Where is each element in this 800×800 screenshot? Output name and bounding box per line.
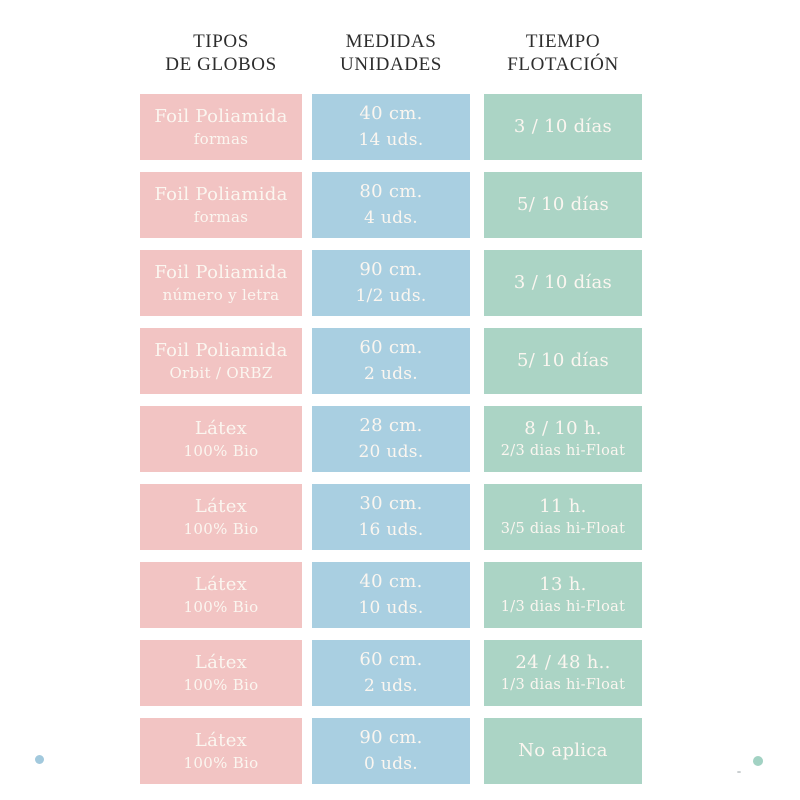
header-tiempo-flotacion: TIEMPO FLOTACIÓN xyxy=(484,30,642,76)
medida-sub: 14 uds. xyxy=(358,130,424,150)
tipo-main: Látex xyxy=(194,651,248,673)
tipo-sub: 100% Bio xyxy=(183,441,259,460)
medida-sub: 2 uds. xyxy=(364,676,418,696)
cell-tiempo: 3 / 10 días xyxy=(484,94,642,160)
tiempo-sub: 1/3 dias hi-Float xyxy=(500,598,626,615)
tiempo-main: No aplica xyxy=(518,740,608,761)
tipo-main: Foil Poliamida xyxy=(154,339,288,361)
tipo-main: Látex xyxy=(194,729,248,751)
cell-tipo: Látex 100% Bio xyxy=(140,640,302,706)
tipo-sub: formas xyxy=(193,129,249,148)
tiempo-main: 24 / 48 h.. xyxy=(515,651,611,673)
tipo-main: Látex xyxy=(194,417,248,439)
medida-sub: 1/2 uds. xyxy=(355,286,427,306)
cell-medida: 90 cm. 1/2 uds. xyxy=(312,250,470,316)
medida-main: 60 cm. xyxy=(359,649,423,670)
tiempo-sub: 3/5 dias hi-Float xyxy=(500,520,626,537)
cell-tiempo: No aplica xyxy=(484,718,642,784)
tipo-sub: Orbit / ORBZ xyxy=(169,363,273,382)
table-row: Látex 100% Bio 40 cm. 10 uds. 13 h. 1/3 … xyxy=(140,562,642,628)
medida-sub: 10 uds. xyxy=(358,598,424,618)
cell-tiempo: 5/ 10 días xyxy=(484,172,642,238)
cell-medida: 80 cm. 4 uds. xyxy=(312,172,470,238)
table-row: Látex 100% Bio 30 cm. 16 uds. 11 h. 3/5 … xyxy=(140,484,642,550)
medida-sub: 20 uds. xyxy=(358,442,424,462)
tipo-main: Látex xyxy=(194,573,248,595)
tipo-main: Foil Poliamida xyxy=(154,261,288,283)
medida-sub: 2 uds. xyxy=(364,364,418,384)
medida-sub: 0 uds. xyxy=(364,754,418,774)
cell-medida: 28 cm. 20 uds. xyxy=(312,406,470,472)
cell-medida: 60 cm. 2 uds. xyxy=(312,328,470,394)
table-header-row: TIPOS DE GLOBOS MEDIDAS UNIDADES TIEMPO … xyxy=(140,30,642,76)
tiempo-main: 11 h. xyxy=(539,495,587,517)
balloon-spec-table: TIPOS DE GLOBOS MEDIDAS UNIDADES TIEMPO … xyxy=(140,30,642,796)
header-tipos-line2: DE GLOBOS xyxy=(165,54,277,75)
tiempo-sub: 1/3 dias hi-Float xyxy=(500,676,626,693)
tiempo-main: 3 / 10 días xyxy=(513,272,613,293)
cell-tiempo: 8 / 10 h. 2/3 dias hi-Float xyxy=(484,406,642,472)
cell-medida: 40 cm. 10 uds. xyxy=(312,562,470,628)
tipo-sub: 100% Bio xyxy=(183,519,259,538)
cell-tipo: Látex 100% Bio xyxy=(140,406,302,472)
cell-tipo: Látex 100% Bio xyxy=(140,718,302,784)
cell-medida: 90 cm. 0 uds. xyxy=(312,718,470,784)
tiempo-main: 13 h. xyxy=(539,573,587,595)
table-row: Foil Poliamida formas 80 cm. 4 uds. 5/ 1… xyxy=(140,172,642,238)
medida-main: 30 cm. xyxy=(359,493,423,514)
cell-tiempo: 24 / 48 h.. 1/3 dias hi-Float xyxy=(484,640,642,706)
table-row: Látex 100% Bio 28 cm. 20 uds. 8 / 10 h. … xyxy=(140,406,642,472)
cell-medida: 30 cm. 16 uds. xyxy=(312,484,470,550)
cell-tiempo: 13 h. 1/3 dias hi-Float xyxy=(484,562,642,628)
medida-main: 40 cm. xyxy=(359,103,423,124)
header-medidas-unidades: MEDIDAS UNIDADES xyxy=(312,30,470,76)
tipo-sub: número y letra xyxy=(162,285,280,304)
tipo-sub: 100% Bio xyxy=(183,597,259,616)
table-row: Foil Poliamida formas 40 cm. 14 uds. 3 /… xyxy=(140,94,642,160)
cell-tipo: Foil Poliamida formas xyxy=(140,94,302,160)
header-medidas-line2: UNIDADES xyxy=(340,54,442,75)
tipo-sub: 100% Bio xyxy=(183,753,259,772)
medida-main: 40 cm. xyxy=(359,571,423,592)
tiempo-main: 5/ 10 días xyxy=(516,194,610,215)
tiempo-main: 8 / 10 h. xyxy=(524,417,602,439)
decor-speck xyxy=(737,771,741,773)
medida-main: 60 cm. xyxy=(359,337,423,358)
medida-sub: 16 uds. xyxy=(358,520,424,540)
tiempo-sub: 2/3 dias hi-Float xyxy=(500,442,626,459)
header-tipos-de-globos: TIPOS DE GLOBOS xyxy=(140,30,302,76)
header-tiempo-line2: FLOTACIÓN xyxy=(507,54,619,75)
cell-tiempo: 3 / 10 días xyxy=(484,250,642,316)
header-medidas-line1: MEDIDAS xyxy=(345,31,437,52)
cell-tipo: Látex 100% Bio xyxy=(140,484,302,550)
medida-main: 90 cm. xyxy=(359,259,423,280)
tipo-main: Foil Poliamida xyxy=(154,105,288,127)
tipo-main: Látex xyxy=(194,495,248,517)
decor-dot-teal xyxy=(753,756,763,766)
medida-main: 90 cm. xyxy=(359,727,423,748)
tipo-sub: 100% Bio xyxy=(183,675,259,694)
medida-main: 80 cm. xyxy=(359,181,423,202)
table-row: Látex 100% Bio 90 cm. 0 uds. No aplica xyxy=(140,718,642,784)
cell-medida: 40 cm. 14 uds. xyxy=(312,94,470,160)
decor-dot-blue xyxy=(35,755,44,764)
header-tiempo-line1: TIEMPO xyxy=(525,31,601,52)
cell-tipo: Látex 100% Bio xyxy=(140,562,302,628)
cell-tipo: Foil Poliamida número y letra xyxy=(140,250,302,316)
header-tipos-line1: TIPOS xyxy=(193,31,249,52)
cell-medida: 60 cm. 2 uds. xyxy=(312,640,470,706)
tiempo-main: 5/ 10 días xyxy=(516,350,610,371)
table-row: Foil Poliamida número y letra 90 cm. 1/2… xyxy=(140,250,642,316)
medida-sub: 4 uds. xyxy=(364,208,418,228)
cell-tiempo: 5/ 10 días xyxy=(484,328,642,394)
tiempo-main: 3 / 10 días xyxy=(513,116,613,137)
table-row: Látex 100% Bio 60 cm. 2 uds. 24 / 48 h..… xyxy=(140,640,642,706)
cell-tiempo: 11 h. 3/5 dias hi-Float xyxy=(484,484,642,550)
medida-main: 28 cm. xyxy=(359,415,423,436)
cell-tipo: Foil Poliamida formas xyxy=(140,172,302,238)
cell-tipo: Foil Poliamida Orbit / ORBZ xyxy=(140,328,302,394)
tipo-main: Foil Poliamida xyxy=(154,183,288,205)
tipo-sub: formas xyxy=(193,207,249,226)
table-row: Foil Poliamida Orbit / ORBZ 60 cm. 2 uds… xyxy=(140,328,642,394)
